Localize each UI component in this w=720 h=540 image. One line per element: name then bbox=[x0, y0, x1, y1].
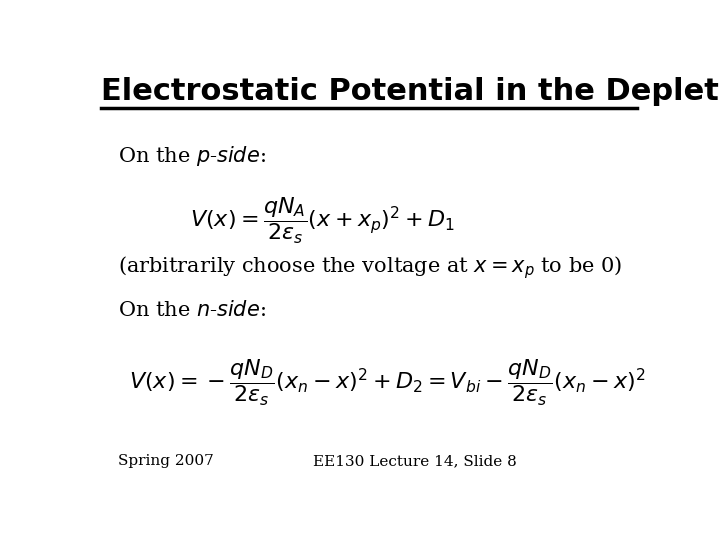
Text: $V(x) = -\dfrac{qN_D}{2\varepsilon_s}(x_n - x)^2 + D_2 = V_{bi} - \dfrac{qN_D}{2: $V(x) = -\dfrac{qN_D}{2\varepsilon_s}(x_… bbox=[129, 358, 645, 408]
Text: (arbitrarily choose the voltage at $x = x_p$ to be 0): (arbitrarily choose the voltage at $x = … bbox=[118, 254, 622, 281]
Text: Spring 2007: Spring 2007 bbox=[118, 454, 214, 468]
Text: EE130 Lecture 14, Slide 8: EE130 Lecture 14, Slide 8 bbox=[313, 454, 517, 468]
Text: $V(x) = \dfrac{qN_A}{2\varepsilon_s}(x + x_p)^2 + D_1$: $V(x) = \dfrac{qN_A}{2\varepsilon_s}(x +… bbox=[190, 196, 455, 246]
Text: On the $\mathit{p}$-$\mathit{side}$:: On the $\mathit{p}$-$\mathit{side}$: bbox=[118, 144, 266, 168]
Text: Electrostatic Potential in the Depletion Layer: Electrostatic Potential in the Depletion… bbox=[101, 77, 720, 106]
Text: On the $\mathit{n}$-$\mathit{side}$:: On the $\mathit{n}$-$\mathit{side}$: bbox=[118, 300, 266, 320]
